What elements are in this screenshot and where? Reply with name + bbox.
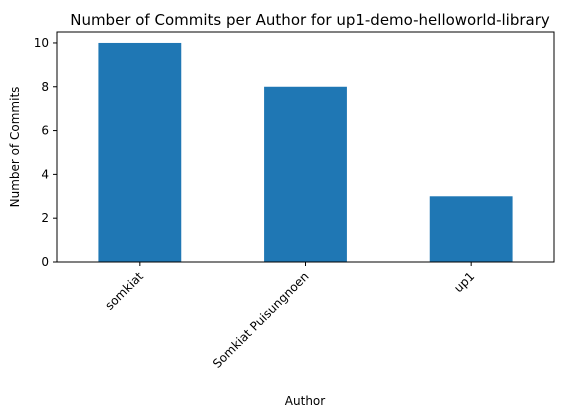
y-tick-label-5: 10 (34, 36, 49, 50)
y-axis: 0 2 4 6 8 10 (34, 36, 57, 269)
x-axis: somkiat Somkiat Puisungnoen up1 (102, 262, 477, 371)
bar-2 (430, 196, 513, 262)
y-tick-label-3: 6 (41, 124, 49, 138)
chart-title: Number of Commits per Author for up1-dem… (70, 11, 550, 29)
bars-group (98, 43, 512, 262)
x-axis-label: Author (285, 394, 325, 408)
x-tick-label-2: up1 (451, 269, 477, 295)
bar-0 (98, 43, 181, 262)
y-tick-label-0: 0 (41, 255, 49, 269)
y-tick-label-1: 2 (41, 211, 49, 225)
x-tick-label-0: somkiat (102, 269, 146, 313)
x-tick-label-1: Somkiat Puisungnoen (210, 269, 312, 371)
y-tick-label-4: 8 (41, 80, 49, 94)
y-axis-label: Number of Commits (8, 87, 22, 208)
y-tick-label-2: 4 (41, 167, 49, 181)
bar-1 (264, 87, 347, 262)
